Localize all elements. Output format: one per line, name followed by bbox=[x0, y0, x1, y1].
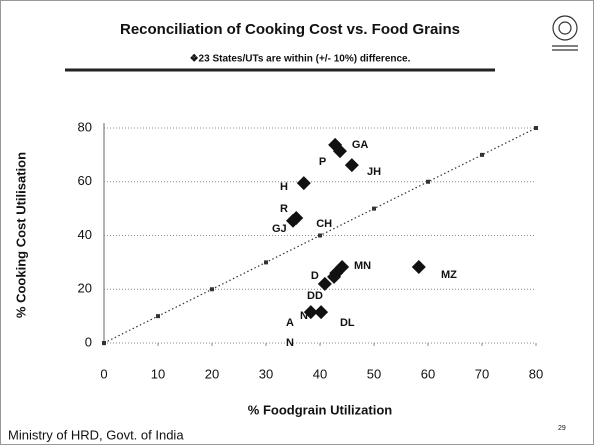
y-tick-label: 40 bbox=[78, 227, 92, 242]
x-tick-label: 40 bbox=[313, 366, 327, 381]
point-label: N bbox=[286, 337, 294, 349]
point bbox=[372, 206, 376, 211]
chart-title: Reconciliation of Cooking Cost vs. Food … bbox=[120, 21, 460, 38]
footer: Ministry of HRD, Govt. of India bbox=[8, 427, 184, 442]
point bbox=[303, 305, 318, 320]
y-tick-label: 0 bbox=[85, 334, 92, 349]
point bbox=[344, 158, 359, 173]
page-number: 29 bbox=[558, 425, 566, 432]
point-label: N bbox=[300, 310, 308, 322]
point bbox=[327, 269, 342, 284]
y-tick-label: 20 bbox=[78, 281, 92, 296]
point bbox=[314, 305, 329, 320]
x-axis-label: % Foodgrain Utilization bbox=[248, 402, 392, 417]
logo bbox=[552, 15, 578, 51]
x-tick-label: 50 bbox=[367, 366, 381, 381]
point-label: MN bbox=[354, 260, 371, 272]
chart-subtitle: ❖23 States/UTs are within (+/- 10%) diff… bbox=[190, 54, 411, 65]
y-tick-label: 80 bbox=[78, 119, 92, 134]
point-label: CH bbox=[316, 218, 332, 230]
point-label: D bbox=[311, 270, 319, 282]
point bbox=[332, 144, 347, 159]
x-tick-label: 10 bbox=[151, 366, 165, 381]
point bbox=[102, 341, 106, 345]
point-label: R bbox=[280, 203, 288, 215]
x-tick-label: 60 bbox=[421, 366, 435, 381]
point-label: DD bbox=[307, 290, 323, 302]
point bbox=[411, 259, 426, 274]
point-label: MZ bbox=[441, 269, 457, 281]
y-tick-label: 60 bbox=[78, 173, 92, 188]
point-label: GJ bbox=[272, 223, 287, 235]
x-tick-label: 80 bbox=[529, 366, 543, 381]
point-label: DL bbox=[340, 317, 355, 329]
point bbox=[286, 213, 300, 228]
point bbox=[317, 276, 332, 291]
point-label: GA bbox=[352, 139, 369, 151]
point-label: JH bbox=[367, 166, 381, 178]
x-tick-label: 30 bbox=[259, 366, 273, 381]
y-axis-label: % Cooking Cost Utilisation bbox=[13, 152, 28, 318]
point bbox=[318, 233, 322, 238]
point bbox=[534, 126, 538, 130]
point bbox=[480, 152, 484, 157]
x-tick-label: 0 bbox=[100, 366, 107, 381]
point-label: P bbox=[319, 156, 326, 168]
point bbox=[156, 314, 160, 319]
point bbox=[296, 176, 311, 191]
point bbox=[264, 260, 268, 265]
point-label: A bbox=[286, 317, 294, 329]
point bbox=[210, 287, 214, 292]
x-tick-label: 20 bbox=[205, 366, 219, 381]
point-label: H bbox=[280, 181, 288, 193]
x-tick-label: 70 bbox=[475, 366, 489, 381]
point bbox=[426, 179, 430, 184]
